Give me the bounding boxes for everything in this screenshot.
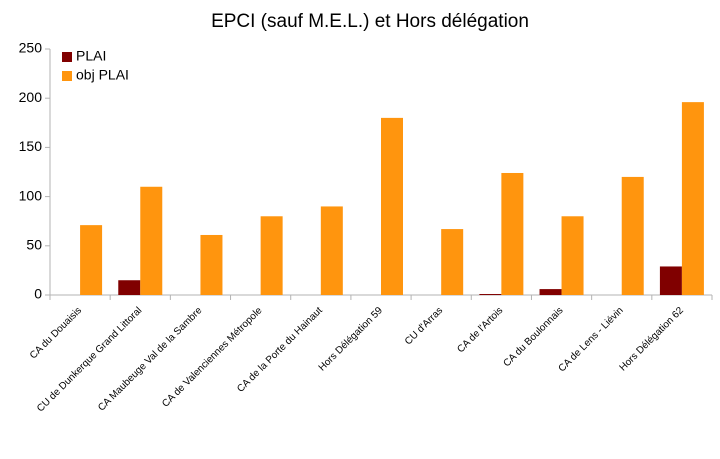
bar — [681, 102, 704, 295]
y-tick-label: 200 — [19, 89, 43, 105]
y-tick-label: 0 — [34, 286, 42, 302]
bar — [441, 229, 464, 295]
legend-label: obj PLAI — [76, 67, 129, 83]
y-tick-label: 250 — [19, 40, 43, 56]
y-tick-label: 100 — [19, 187, 43, 203]
bar — [320, 206, 343, 295]
bar — [621, 176, 644, 295]
bar — [260, 216, 283, 295]
y-tick-label: 150 — [19, 138, 43, 154]
x-tick-label: CU d'Arras — [403, 305, 445, 347]
x-tick-label: CA de Valenciennes Métropole — [160, 305, 265, 410]
x-tick-label: CA du Douaisis — [28, 305, 84, 361]
legend-swatch — [62, 71, 72, 81]
x-tick-label: CA de l'Artois — [455, 305, 505, 355]
x-tick-label: Hors Délégation 59 — [317, 305, 386, 374]
chart-title: EPCI (sauf M.E.L.) et Hors délégation — [211, 11, 529, 32]
bar — [479, 294, 502, 295]
legend-label: PLAI — [76, 48, 106, 64]
bar — [118, 280, 141, 295]
bar — [200, 234, 223, 295]
x-tick-label: CA Maubeuge Val de la Sambre — [96, 305, 205, 414]
x-tick-label: CA de Lens - Liévin — [557, 305, 626, 374]
bar — [561, 216, 584, 295]
legend-swatch — [62, 52, 72, 62]
bar — [140, 186, 163, 295]
bar — [80, 225, 103, 295]
x-tick-label: CA du Boulonnais — [502, 305, 566, 369]
x-tick-label: CU de Dunkerque Grand Littoral — [35, 305, 144, 414]
y-tick-label: 50 — [26, 237, 42, 253]
bar — [381, 117, 403, 295]
x-tick-label: Hors Délégation 62 — [618, 305, 687, 374]
bar — [501, 172, 524, 295]
bar — [659, 266, 682, 295]
bar — [539, 289, 562, 295]
